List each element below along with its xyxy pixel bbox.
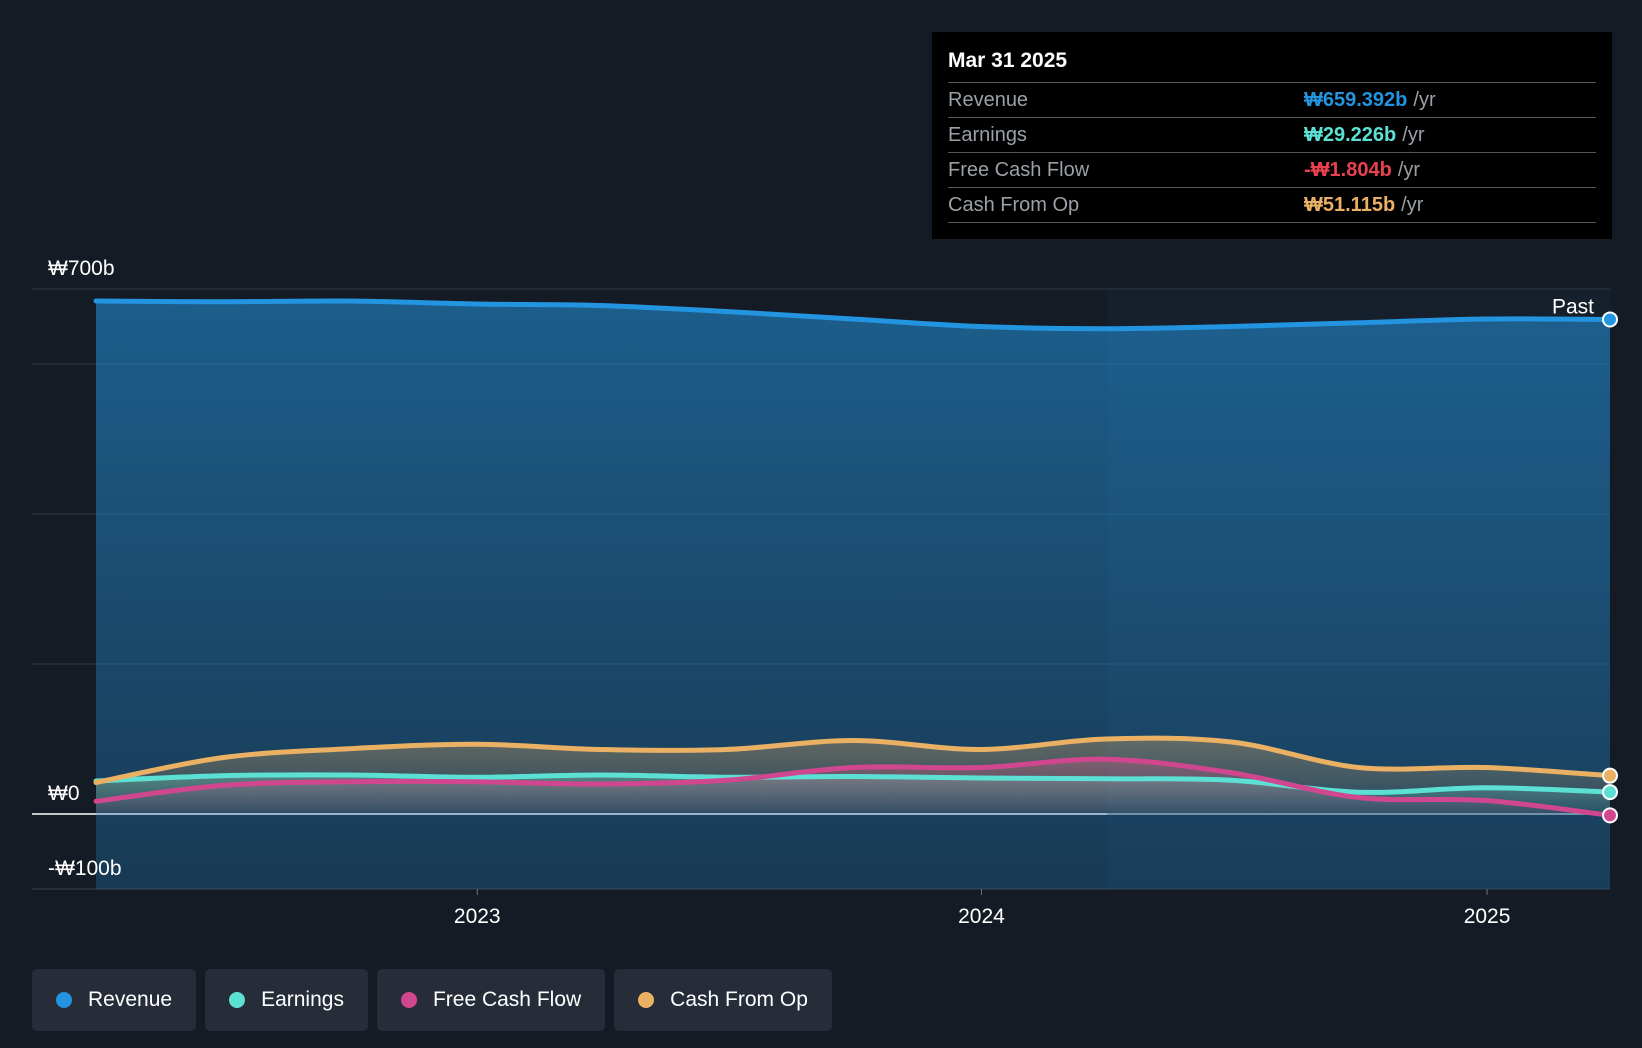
legend-label: Free Cash Flow <box>432 988 582 1011</box>
past-label: Past <box>1552 295 1594 318</box>
legend-dot-icon <box>638 992 655 1008</box>
series-line-free-cash-flow <box>93 756 1613 818</box>
legend-dot-icon <box>56 992 72 1008</box>
tooltip-label: Earnings <box>948 124 1027 146</box>
y-tick-label: -₩100b <box>48 857 122 880</box>
x-tick-label: 2023 <box>454 905 501 928</box>
series-end-point-free-cash-flow <box>1602 807 1618 824</box>
legend-item-cash-from-op[interactable]: Cash From Op <box>614 969 832 1031</box>
legend-label: Revenue <box>88 988 173 1011</box>
y-tick-label: ₩0 <box>48 782 80 805</box>
tooltip-value: ₩659.392b <box>1304 89 1408 111</box>
axis-labels: ₩700b ₩0 -₩100b 2023 2024 2025 <box>48 257 1510 928</box>
legend-dot-icon <box>229 992 246 1008</box>
tooltip-unit: /yr <box>1397 159 1421 181</box>
legend: Revenue Earnings Free Cash Flow Cash Fro… <box>32 969 832 1031</box>
y-tick-label: ₩700b <box>48 257 115 280</box>
tooltip-value: ₩51.115b <box>1304 194 1396 216</box>
series-line-earnings <box>93 772 1613 795</box>
legend-item-revenue[interactable]: Revenue <box>32 969 197 1031</box>
legend-label: Cash From Op <box>670 988 808 1011</box>
series-end-markers <box>1602 311 1618 824</box>
tooltip-label: Free Cash Flow <box>948 159 1090 181</box>
x-tick-label: 2025 <box>1464 905 1511 928</box>
series-line-revenue <box>93 298 1613 332</box>
tooltip-unit: /yr <box>1402 124 1425 146</box>
tooltip: Mar 31 2025 Revenue ₩659.392b /yr Earnin… <box>932 32 1612 239</box>
tooltip-unit: /yr <box>1413 89 1436 111</box>
series-end-point-cash-from-op <box>1602 767 1618 784</box>
tooltip-row-cash-from-op: Cash From Op ₩51.115b /yr <box>948 188 1596 223</box>
legend-item-earnings[interactable]: Earnings <box>205 969 368 1031</box>
tooltip-label: Cash From Op <box>948 194 1080 216</box>
series-lines <box>93 298 1613 818</box>
tooltip-row-free-cash-flow: Free Cash Flow -₩1.804b /yr <box>948 153 1596 188</box>
legend-item-free-cash-flow[interactable]: Free Cash Flow <box>376 969 606 1031</box>
series-line-cash-from-op <box>93 735 1613 785</box>
series-end-point-revenue <box>1602 311 1618 328</box>
legend-dot-icon <box>400 992 417 1008</box>
tooltip-row-revenue: Revenue ₩659.392b /yr <box>948 83 1596 118</box>
legend-label: Earnings <box>261 988 344 1011</box>
tooltip-date: Mar 31 2025 <box>948 46 1596 83</box>
tooltip-row-earnings: Earnings ₩29.226b /yr <box>948 118 1596 153</box>
tooltip-value: ₩29.226b <box>1304 124 1397 146</box>
tooltip-value: -₩1.804b <box>1304 159 1392 181</box>
series-end-point-earnings <box>1602 784 1618 801</box>
tooltip-unit: /yr <box>1401 194 1424 216</box>
tooltip-label: Revenue <box>948 89 1029 111</box>
x-tick-label: 2024 <box>958 905 1005 928</box>
